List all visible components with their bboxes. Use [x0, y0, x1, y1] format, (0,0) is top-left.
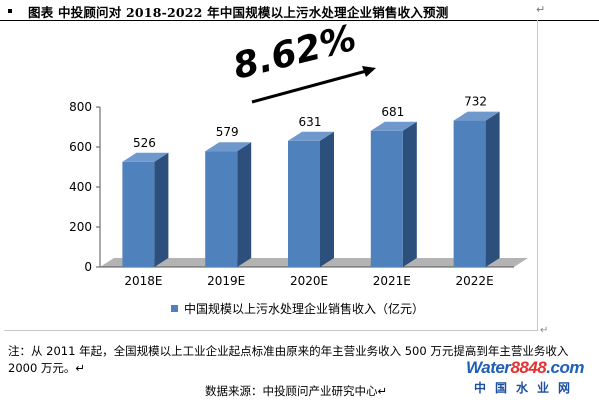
- bar-side: [485, 111, 500, 267]
- x-tick-label: 2021E: [373, 274, 411, 288]
- bar-side: [154, 152, 169, 267]
- y-tick-label: 0: [84, 260, 92, 274]
- bar-side: [402, 121, 417, 267]
- x-tick-label: 2018E: [124, 274, 162, 288]
- legend-label: 中国规模以上污水处理企业销售收入（亿元）: [184, 301, 424, 316]
- chart-frame: 0 200 400 600 800 526 2018E 579 2019E 631 2020E 681…: [4, 20, 538, 331]
- footnote: 注：从 2011 年起，全国规模以上工业企业起点标准由原来的年主营业务收入 50…: [8, 344, 569, 375]
- data-label: 631: [299, 115, 322, 129]
- title-underline: [0, 20, 599, 21]
- logo-number: 8848: [510, 358, 547, 377]
- bar-top: [122, 152, 169, 162]
- water8848-logo: Water8848.com 中国水业网: [466, 358, 596, 404]
- bar-top: [288, 131, 334, 141]
- data-label: 732: [464, 95, 487, 109]
- bar-side: [320, 131, 334, 267]
- bar: [288, 140, 320, 267]
- data-label: 526: [133, 136, 156, 150]
- logo-wordmark: Water8848.com: [466, 358, 596, 378]
- data-label: 579: [216, 125, 239, 139]
- title-bullet: [8, 9, 12, 13]
- data-label: 681: [381, 105, 404, 119]
- x-tick-label: 2022E: [456, 274, 494, 288]
- bar: [370, 130, 403, 267]
- anchor-mark: ↵: [540, 325, 549, 336]
- logo-domain: .com: [546, 358, 584, 377]
- bar-top: [370, 121, 417, 131]
- paragraph-mark: ↵: [536, 3, 546, 16]
- bar-top: [205, 142, 252, 152]
- x-tick-label: 2019E: [207, 274, 245, 288]
- growth-arrow: [251, 68, 371, 104]
- y-tick-label: 400: [69, 180, 92, 194]
- y-tick-label: 800: [69, 100, 92, 114]
- bar: [122, 161, 155, 267]
- x-tick-label: 2020E: [290, 274, 328, 288]
- bar-side: [237, 142, 252, 267]
- y-tick-label: 200: [69, 220, 92, 234]
- logo-water: Water: [466, 358, 511, 377]
- figure-title: 图表 中投顾问对 2018-2022 年中国规模以上污水处理企业销售收入预测: [28, 5, 449, 20]
- bar: [453, 120, 486, 267]
- logo-name: 中国水业网: [474, 381, 580, 395]
- legend-swatch: [171, 305, 178, 312]
- bar: [205, 151, 238, 267]
- y-tick-label: 600: [69, 140, 92, 154]
- data-source: 数据来源：中投顾问产业研究中心↵: [205, 384, 388, 398]
- bar-chart: 0 200 400 600 800 526 2018E 579 2019E 631 2020E 681…: [69, 20, 528, 316]
- growth-arrowhead: [362, 66, 376, 77]
- bar-top: [453, 111, 500, 121]
